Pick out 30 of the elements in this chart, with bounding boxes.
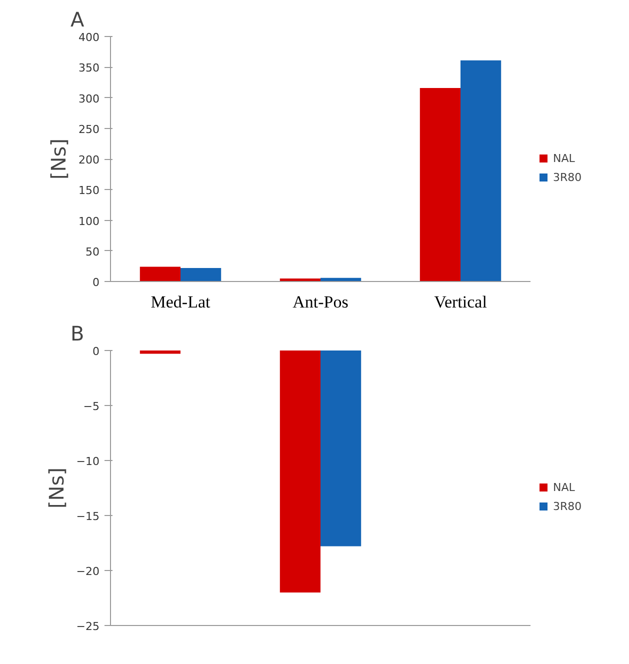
y-tick-label: −5: [83, 400, 100, 413]
y-tick-label: 300: [78, 92, 100, 106]
y-tick-label: −25: [76, 620, 100, 633]
y-tick-label: 100: [78, 214, 100, 228]
y-tick-label: 350: [78, 62, 100, 75]
y-tick-label: 0: [92, 345, 100, 358]
y-tick-label: 400: [78, 31, 100, 44]
chart-title: A: [70, 8, 84, 32]
bar: [180, 268, 222, 282]
y-tick-label: −20: [76, 565, 100, 578]
x-tick-label: Ant-Pos: [292, 292, 348, 312]
y-tick-label: 0: [92, 276, 100, 289]
y-tick-label: 250: [78, 122, 100, 136]
legend-label: 3R80: [553, 500, 582, 512]
y-tick-label: −15: [76, 510, 100, 523]
y-tick-label: 150: [78, 184, 100, 198]
y-axis-title: [Ns]: [46, 138, 71, 180]
bar: [140, 266, 180, 282]
bar: [460, 60, 502, 282]
legend-label: NAL: [553, 480, 575, 494]
legend-label: NAL: [553, 152, 575, 164]
bar: [420, 88, 460, 282]
y-tick-label: 50: [86, 245, 100, 258]
x-tick-label: Vertical: [434, 292, 488, 312]
x-tick-label: Med-Lat: [150, 292, 211, 312]
y-axis-title: [Ns]: [44, 467, 68, 508]
chart-title: B: [70, 322, 84, 346]
legend-label: 3R80: [553, 170, 582, 184]
y-tick-label: 200: [78, 154, 100, 166]
y-tick-label: −10: [76, 455, 100, 468]
